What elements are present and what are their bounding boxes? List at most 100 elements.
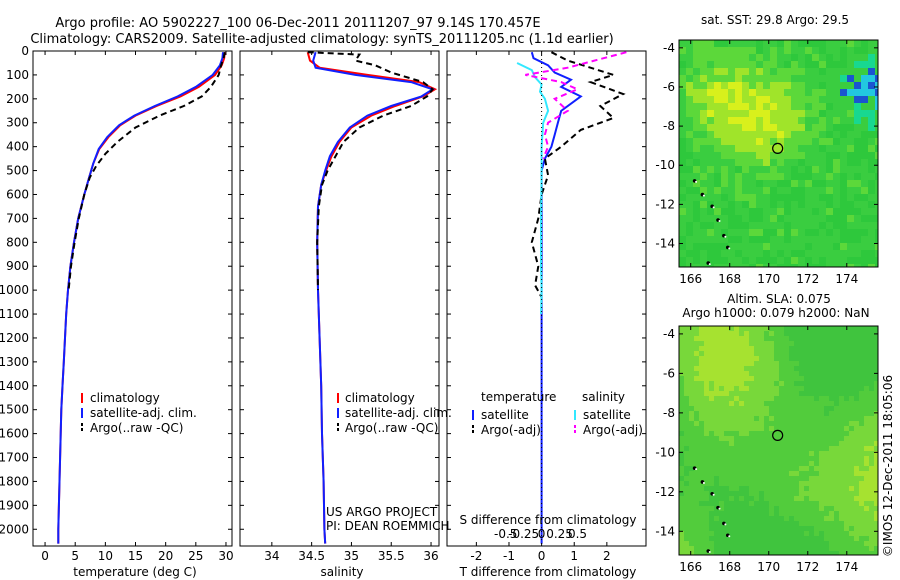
heatmap-cell <box>794 461 800 467</box>
heatmap-cell <box>874 461 879 467</box>
heatmap-cell <box>759 431 765 437</box>
heatmap-cell <box>779 341 785 347</box>
heatmap-cell <box>849 391 855 397</box>
heatmap-cell <box>868 208 876 216</box>
heatmap-cell <box>840 222 848 230</box>
heatmap-cell <box>749 361 755 367</box>
heatmap-cell <box>707 194 715 202</box>
heatmap-cell <box>839 481 845 487</box>
heatmap-cell <box>764 471 770 477</box>
heatmap-cell <box>763 117 771 125</box>
heatmap-cell <box>779 456 785 462</box>
heatmap-cell <box>844 391 850 397</box>
heatmap-cell <box>833 89 841 97</box>
heatmap-cell <box>689 436 695 442</box>
heatmap-cell <box>854 371 860 377</box>
heatmap-cell <box>812 82 820 90</box>
heatmap-cell <box>809 411 815 417</box>
heatmap-cell <box>814 346 820 352</box>
heatmap-cell <box>859 471 865 477</box>
heatmap-cell <box>744 336 750 342</box>
heatmap-cell <box>804 401 810 407</box>
heatmap-cell <box>769 476 775 482</box>
heatmap-cell <box>833 40 841 48</box>
heatmap-cell <box>714 446 720 452</box>
heatmap-cell <box>694 336 700 342</box>
heatmap-cell <box>791 208 799 216</box>
heatmap-cell <box>721 103 729 111</box>
heatmap-cell <box>774 521 780 527</box>
heatmap-cell <box>754 491 760 497</box>
heatmap-cell <box>819 521 825 527</box>
heatmap-cell <box>859 361 865 367</box>
heatmap-cell <box>684 331 690 337</box>
series-satellite-adj-clim- <box>312 51 435 544</box>
heatmap-cell <box>721 131 729 139</box>
heatmap-cell <box>869 501 875 507</box>
heatmap-cell <box>749 75 757 83</box>
heatmap-cell <box>875 208 879 216</box>
heatmap-cell <box>791 229 799 237</box>
heatmap-cell <box>819 159 827 167</box>
heatmap-cell <box>739 326 745 332</box>
heatmap-cell <box>794 471 800 477</box>
heatmap-cell <box>704 506 710 512</box>
heatmap-cell <box>779 541 785 547</box>
heatmap-cell <box>754 531 760 537</box>
heatmap-cell <box>833 103 841 111</box>
heatmap-cell <box>854 166 862 174</box>
heatmap-cell <box>833 54 841 62</box>
heatmap-cell <box>763 75 771 83</box>
heatmap-cell <box>739 346 745 352</box>
heatmap-cell <box>854 361 860 367</box>
heatmap-cell <box>824 536 830 542</box>
heatmap-cell <box>840 215 848 223</box>
heatmap-cell <box>864 496 870 502</box>
heatmap-cell <box>839 456 845 462</box>
heatmap-cell <box>869 401 875 407</box>
heatmap-cell <box>833 180 841 188</box>
heatmap-cell <box>756 215 764 223</box>
heatmap-cell <box>749 411 755 417</box>
heatmap-cell <box>869 511 875 517</box>
heatmap-cell <box>814 511 820 517</box>
heatmap-cell <box>749 421 755 427</box>
heatmap-cell <box>679 441 685 447</box>
heatmap-cell <box>798 40 806 48</box>
heatmap-cell <box>719 496 725 502</box>
heatmap-cell <box>700 110 708 118</box>
heatmap-cell <box>798 173 806 181</box>
heatmap-cell <box>756 138 764 146</box>
heatmap-cell <box>798 166 806 174</box>
heatmap-cell <box>721 250 729 258</box>
heatmap-cell <box>744 491 750 497</box>
heatmap-cell <box>769 331 775 337</box>
heatmap-cell <box>704 461 710 467</box>
heatmap-cell <box>794 351 800 357</box>
heatmap-cell <box>749 336 755 342</box>
heatmap-cell <box>679 411 685 417</box>
heatmap-cell <box>704 386 710 392</box>
heatmap-cell <box>714 531 720 537</box>
heatmap-cell <box>728 152 736 160</box>
heatmap-cell <box>742 264 750 268</box>
heatmap-cell <box>689 466 695 472</box>
heatmap-cell <box>799 491 805 497</box>
heatmap-cell <box>735 264 743 268</box>
legend-label: satellite <box>481 408 529 422</box>
x-tick-label: 34 <box>264 549 279 563</box>
heatmap-cell <box>704 426 710 432</box>
heatmap-cell <box>707 54 715 62</box>
heatmap-cell <box>729 546 735 552</box>
heatmap-cell <box>774 331 780 337</box>
heatmap-cell <box>834 366 840 372</box>
heatmap-cell <box>819 446 825 452</box>
heatmap-cell <box>707 40 715 48</box>
heatmap-cell <box>779 406 785 412</box>
heatmap-cell <box>839 551 845 556</box>
heatmap-cell <box>779 411 785 417</box>
heatmap-cell <box>744 416 750 422</box>
heatmap-cell <box>704 416 710 422</box>
heatmap-cell <box>769 526 775 532</box>
heatmap-cell <box>864 466 870 472</box>
